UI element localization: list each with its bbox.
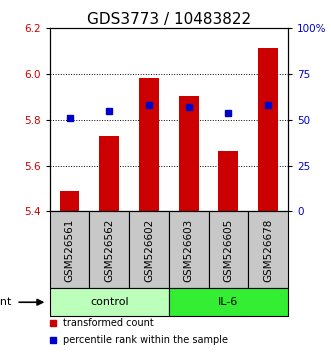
Text: percentile rank within the sample: percentile rank within the sample [63,335,228,345]
Text: control: control [90,297,128,307]
Bar [169,288,288,316]
Text: GSM526605: GSM526605 [223,218,233,281]
Text: transformed count: transformed count [63,318,154,328]
Title: GDS3773 / 10483822: GDS3773 / 10483822 [87,12,251,27]
Bar [139,78,159,211]
Text: GSM526602: GSM526602 [144,218,154,281]
Bar [248,211,288,288]
Text: IL-6: IL-6 [218,297,239,307]
Bar [179,96,199,211]
Bar [258,48,278,211]
Bar [50,211,89,288]
Text: GSM526561: GSM526561 [65,218,74,281]
Bar [50,288,169,316]
Text: GSM526603: GSM526603 [184,218,194,281]
Bar [129,211,169,288]
Text: GSM526562: GSM526562 [104,218,114,281]
Bar [209,211,248,288]
Bar [99,136,119,211]
Text: GSM526678: GSM526678 [263,218,273,281]
Bar [169,211,209,288]
Bar [89,211,129,288]
Text: agent: agent [0,297,12,307]
Bar [218,151,238,211]
Bar [60,191,79,211]
